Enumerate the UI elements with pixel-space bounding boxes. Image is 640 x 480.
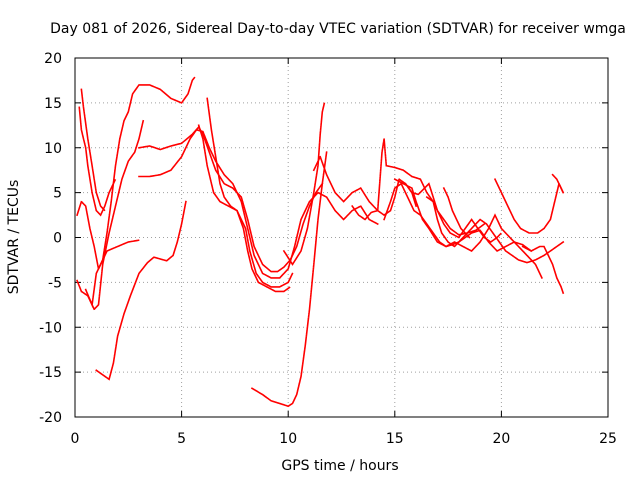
series-track-j (206, 97, 292, 293)
series-track-c (78, 106, 117, 217)
series-track-u (521, 245, 565, 295)
x-tick-label: 5 (177, 431, 186, 447)
series-track-l (282, 101, 326, 266)
x-tick-label: 15 (386, 431, 404, 447)
series-track-m (312, 154, 418, 217)
y-tick-label: 5 (53, 186, 62, 202)
series-track-k (250, 151, 328, 408)
x-tick-label: 20 (492, 431, 510, 447)
series-track-r (425, 195, 565, 264)
y-axis-label: SDTVAR / TECUs (6, 180, 22, 295)
series-track-t (493, 178, 565, 234)
series-track-i (197, 124, 294, 288)
y-tick-label: 10 (44, 141, 62, 157)
data-series (76, 76, 565, 408)
axis-ticks: 0 5 10 15 20 25 -20 -15 -10 -5 0 5 10 15 20 (39, 51, 617, 447)
y-tick-label: -5 (48, 275, 62, 291)
chart-title: Day 081 of 2026, Sidereal Day-to-day VTE… (50, 21, 626, 37)
y-tick-label: 20 (44, 51, 62, 67)
series-track-s (442, 187, 471, 239)
x-tick-label: 0 (71, 431, 80, 447)
series-track-f (95, 200, 187, 381)
y-tick-label: 0 (53, 231, 62, 247)
series-track-n (351, 138, 486, 236)
x-tick-label: 10 (279, 431, 297, 447)
series-track-p (393, 178, 543, 279)
series-track-g (138, 125, 324, 273)
y-tick-label: -10 (39, 320, 62, 336)
grid (75, 58, 608, 417)
x-tick-label: 25 (599, 431, 617, 447)
x-axis-label: GPS time / hours (281, 458, 398, 474)
series-track-v (551, 173, 565, 194)
y-tick-label: -15 (39, 365, 62, 381)
series-track-h (138, 128, 379, 279)
y-tick-label: 15 (44, 96, 62, 112)
series-track-o (383, 182, 533, 253)
y-tick-label: -20 (39, 410, 62, 426)
plot-frame (74, 57, 609, 418)
series-track-d (80, 88, 106, 212)
series-track-b (76, 76, 196, 272)
series-track-q (404, 182, 503, 243)
series-track-e (84, 239, 140, 308)
